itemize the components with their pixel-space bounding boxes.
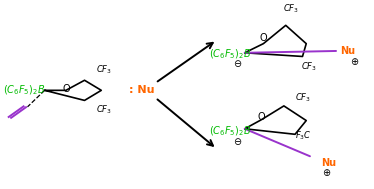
Text: $CF_3$: $CF_3$ xyxy=(301,60,317,73)
Text: $\ominus$: $\ominus$ xyxy=(233,58,242,69)
Text: O: O xyxy=(258,112,265,122)
Text: Nu: Nu xyxy=(321,158,336,168)
Text: $CF_3$: $CF_3$ xyxy=(294,92,310,104)
Text: $CF_3$: $CF_3$ xyxy=(283,3,299,15)
Text: $(C_6F_5)_2B$: $(C_6F_5)_2B$ xyxy=(209,125,251,138)
Text: O: O xyxy=(260,33,267,43)
Text: $(C_6F_5)_2B$: $(C_6F_5)_2B$ xyxy=(3,84,45,97)
Text: $\oplus$: $\oplus$ xyxy=(350,57,359,67)
Text: $\oplus$: $\oplus$ xyxy=(322,167,331,178)
Text: : Nu: : Nu xyxy=(129,85,155,95)
Text: $F_3C$: $F_3C$ xyxy=(295,130,312,142)
Text: $(C_6F_5)_2B$: $(C_6F_5)_2B$ xyxy=(209,47,251,60)
Text: Nu: Nu xyxy=(340,46,355,56)
Text: $\ominus$: $\ominus$ xyxy=(233,136,242,147)
Text: $CF_3$: $CF_3$ xyxy=(96,63,112,76)
Text: O: O xyxy=(62,84,70,94)
Text: $CF_3$: $CF_3$ xyxy=(96,103,112,116)
